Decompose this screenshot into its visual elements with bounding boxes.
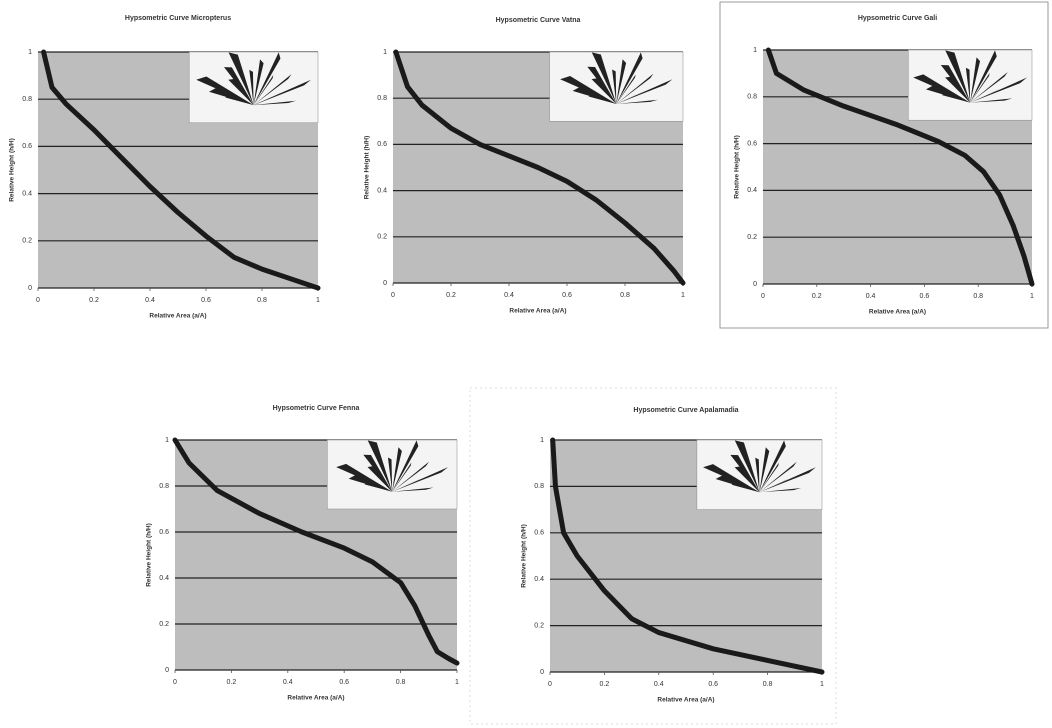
chart-title: Hypsometric Curve Vatna	[496, 17, 581, 24]
x-tick-label: 0	[391, 292, 395, 299]
x-tick-label: 0.8	[257, 297, 267, 304]
inset-shape	[336, 440, 449, 492]
y-tick-label: 0.8	[534, 483, 544, 490]
x-tick-label: 0.4	[504, 292, 514, 299]
y-tick-label: 1	[165, 437, 169, 444]
chart-title: Hypsometric Curve Gali	[858, 15, 937, 22]
chart-title: Hypsometric Curve Fenna	[273, 405, 360, 412]
x-tick-label: 0.2	[812, 293, 822, 300]
x-tick-label: 1	[316, 297, 320, 304]
x-tick-label: 0.2	[600, 681, 610, 688]
y-tick-label: 0.6	[747, 140, 757, 147]
y-tick-label: 0.8	[22, 96, 32, 103]
x-tick-label: 0	[36, 297, 40, 304]
x-tick-label: 0.6	[562, 292, 572, 299]
curve	[41, 49, 321, 291]
x-axis-label: Relative Area (a/A)	[657, 697, 714, 704]
x-axis-label: Relative Area (a/A)	[149, 313, 206, 320]
y-tick-label: 0.6	[534, 530, 544, 537]
y-tick-label: 0	[753, 281, 757, 288]
y-axis-label: Relative Height (h/H)	[146, 523, 153, 587]
panel-frame	[719, 1, 1049, 329]
y-tick-label: 1	[753, 47, 757, 54]
x-tick-label: 0.6	[708, 681, 718, 688]
x-tick-label: 0.6	[201, 297, 211, 304]
x-tick-label: 0.2	[227, 679, 237, 686]
x-tick-label: 0.6	[920, 293, 930, 300]
y-tick-label: 0	[383, 280, 387, 287]
y-tick-label: 0.6	[159, 529, 169, 536]
y-tick-label: 0.4	[159, 575, 169, 582]
y-tick-label: 0	[165, 667, 169, 674]
curve	[172, 437, 460, 666]
y-axis-label: Relative Height (h/H)	[521, 524, 528, 588]
x-axis-label: Relative Area (a/A)	[509, 308, 566, 315]
x-tick-label: 0.4	[654, 681, 664, 688]
y-tick-label: 0.2	[22, 238, 32, 245]
inset-image	[327, 439, 458, 510]
y-axis-label: Relative Height (h/H)	[364, 136, 371, 200]
y-tick-label: 0.2	[747, 234, 757, 241]
x-tick-label: 0.2	[446, 292, 456, 299]
inset-image	[549, 51, 684, 122]
y-tick-label: 0.6	[377, 141, 387, 148]
x-tick-label: 0.8	[973, 293, 983, 300]
x-tick-label: 0.6	[339, 679, 349, 686]
y-tick-label: 0.4	[22, 190, 32, 197]
x-tick-label: 0.8	[763, 681, 773, 688]
x-tick-label: 0	[173, 679, 177, 686]
y-tick-label: 0.2	[377, 234, 387, 241]
y-tick-label: 1	[540, 437, 544, 444]
x-tick-label: 1	[820, 681, 824, 688]
inset-shape	[913, 50, 1028, 103]
x-tick-label: 1	[455, 679, 459, 686]
y-axis-label: Relative Height (h/H)	[9, 138, 16, 202]
y-tick-label: 0.4	[377, 187, 387, 194]
y-tick-label: 1	[28, 49, 32, 56]
x-tick-label: 0.4	[866, 293, 876, 300]
panel-frame	[469, 387, 837, 725]
y-axis-label: Relative Height (h/H)	[734, 135, 741, 199]
x-tick-label: 1	[681, 292, 685, 299]
y-tick-label: 0.6	[22, 143, 32, 150]
x-tick-label: 1	[1030, 293, 1034, 300]
x-axis-label: Relative Area (a/A)	[869, 309, 926, 316]
chart-title: Hypsometric Curve Apalamadia	[633, 407, 738, 414]
inset-shape	[196, 52, 311, 106]
curve	[765, 47, 1035, 287]
y-tick-label: 0	[28, 285, 32, 292]
curve	[550, 437, 825, 675]
y-tick-label: 0.2	[534, 622, 544, 629]
y-tick-label: 0.8	[747, 94, 757, 101]
y-tick-label: 0	[540, 669, 544, 676]
x-axis-label: Relative Area (a/A)	[287, 695, 344, 702]
curve	[393, 49, 686, 286]
y-tick-label: 0.4	[534, 576, 544, 583]
x-tick-label: 0	[548, 681, 552, 688]
x-tick-label: 0.4	[283, 679, 293, 686]
y-tick-label: 0.8	[159, 483, 169, 490]
y-tick-label: 0.8	[377, 95, 387, 102]
y-tick-label: 0.4	[747, 187, 757, 194]
inset-shape	[560, 52, 673, 104]
chart-title: Hypsometric Curve Micropterus	[125, 15, 231, 22]
x-tick-label: 0.4	[145, 297, 155, 304]
x-tick-label: 0	[761, 293, 765, 300]
inset-shape	[703, 440, 816, 493]
x-tick-label: 0.8	[620, 292, 630, 299]
x-tick-label: 0.2	[89, 297, 99, 304]
x-tick-label: 0.8	[396, 679, 406, 686]
y-tick-label: 1	[383, 49, 387, 56]
y-tick-label: 0.2	[159, 621, 169, 628]
